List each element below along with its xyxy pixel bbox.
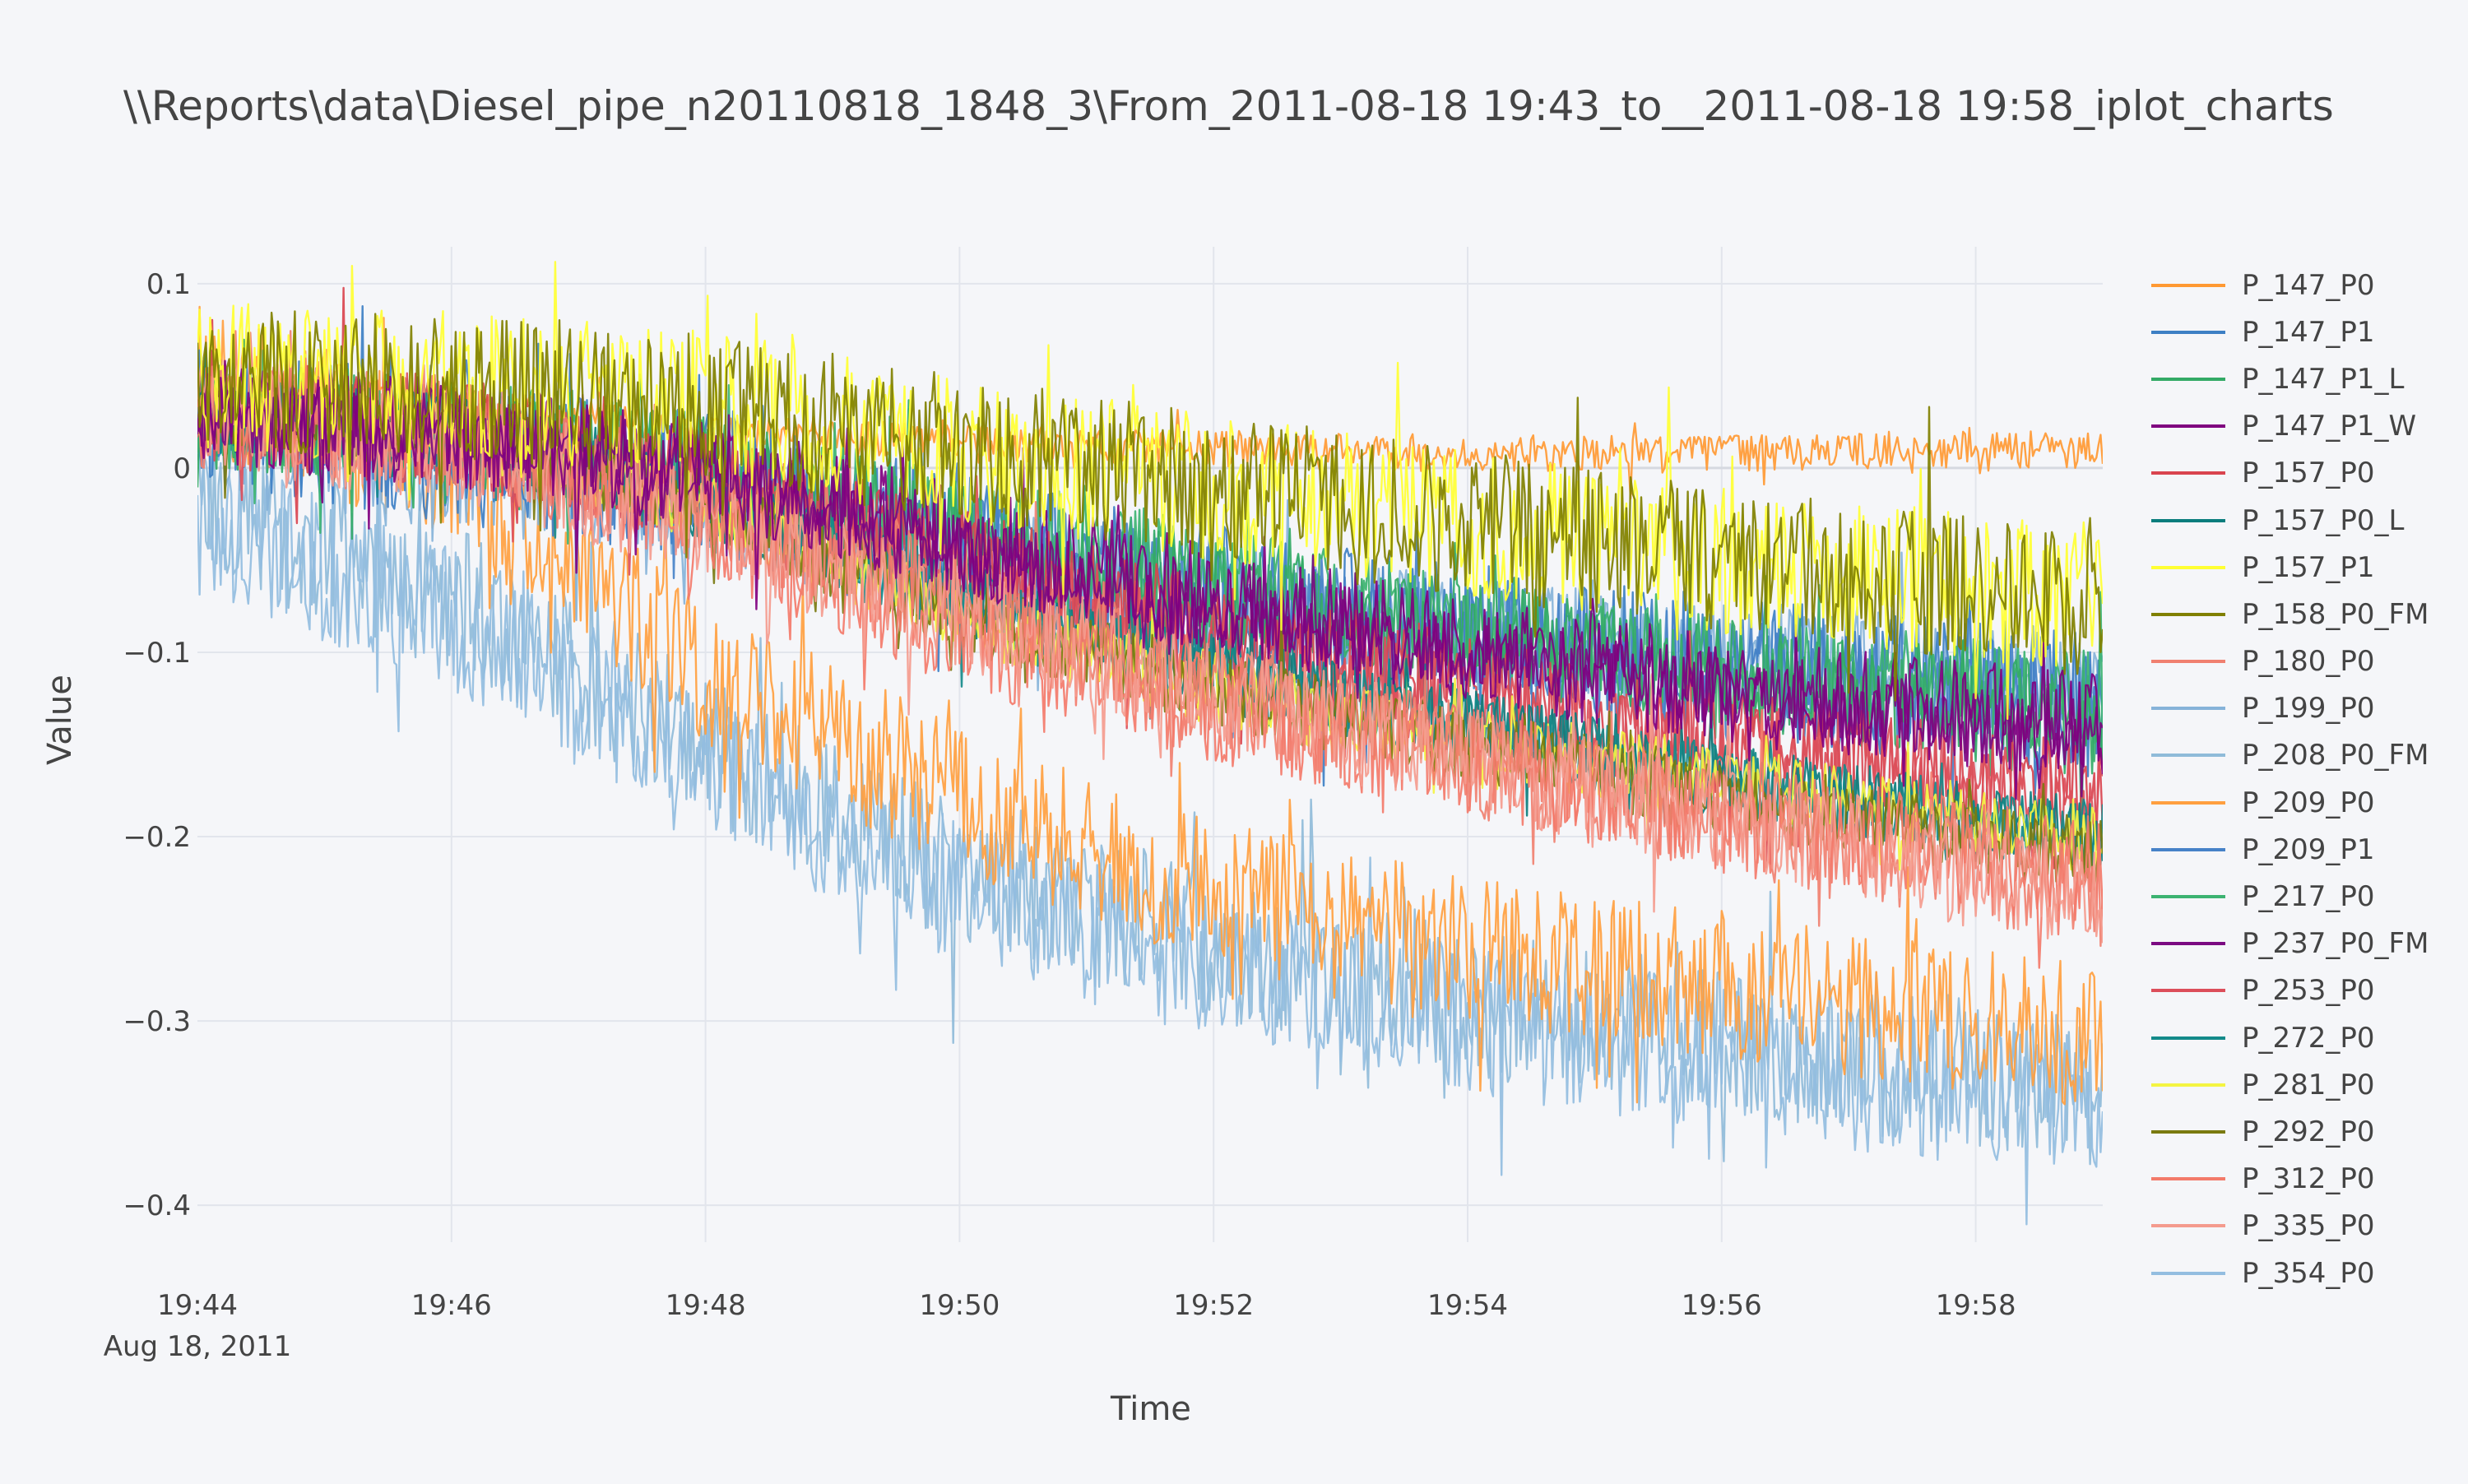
legend-label: P_157_P0 xyxy=(2242,457,2375,490)
legend-item[interactable]: P_208_P0_FM xyxy=(2151,732,2429,779)
legend-label: P_281_P0 xyxy=(2242,1068,2375,1101)
legend-swatch xyxy=(2151,377,2225,381)
chart-title: \\Reports\data\Diesel_pipe_n20110818_184… xyxy=(123,82,2334,130)
legend-item[interactable]: P_292_P0 xyxy=(2151,1108,2429,1155)
legend-label: P_253_P0 xyxy=(2242,974,2375,1008)
legend-swatch xyxy=(2151,1271,2225,1275)
legend-swatch xyxy=(2151,518,2225,522)
legend-swatch xyxy=(2151,1036,2225,1040)
x-tick-sublabel: Aug 18, 2011 xyxy=(104,1330,292,1363)
legend-swatch xyxy=(2151,942,2225,946)
legend-label: P_237_P0_FM xyxy=(2242,927,2429,961)
legend-swatch xyxy=(2151,330,2225,334)
legend-item[interactable]: P_147_P1 xyxy=(2151,308,2429,355)
legend-item[interactable]: P_237_P0_FM xyxy=(2151,921,2429,967)
y-tick-label: −0.2 xyxy=(123,821,191,854)
legend-swatch xyxy=(2151,989,2225,993)
series-line-P_354_P0 xyxy=(197,424,2103,1226)
x-tick-label: 19:48 xyxy=(666,1289,746,1322)
x-tick-label: 19:58 xyxy=(1936,1289,2016,1322)
legend-label: P_272_P0 xyxy=(2242,1021,2375,1055)
legend-item[interactable]: P_253_P0 xyxy=(2151,967,2429,1014)
legend-swatch xyxy=(2151,1224,2225,1228)
legend-item[interactable]: P_147_P0 xyxy=(2151,262,2429,308)
legend-label: P_209_P1 xyxy=(2242,832,2375,866)
legend-item[interactable]: P_147_P1_L xyxy=(2151,355,2429,402)
legend-item[interactable]: P_281_P0 xyxy=(2151,1061,2429,1108)
legend-label: P_335_P0 xyxy=(2242,1209,2375,1243)
y-tick-label: 0 xyxy=(173,452,191,485)
series-line-P_158_P0_FM xyxy=(197,310,2103,702)
legend-swatch xyxy=(2151,471,2225,475)
legend-item[interactable]: P_312_P0 xyxy=(2151,1156,2429,1203)
legend-item[interactable]: P_217_P0 xyxy=(2151,873,2429,920)
legend-label: P_147_P1_L xyxy=(2242,362,2405,396)
legend-label: P_208_P0_FM xyxy=(2242,739,2429,772)
legend-swatch xyxy=(2151,754,2225,758)
legend-item[interactable]: P_354_P0 xyxy=(2151,1250,2429,1296)
x-tick-label: 19:52 xyxy=(1173,1289,1254,1322)
legend-swatch xyxy=(2151,565,2225,569)
legend-label: P_209_P0 xyxy=(2242,786,2375,819)
legend-item[interactable]: P_199_P0 xyxy=(2151,685,2429,732)
legend-swatch xyxy=(2151,800,2225,805)
legend-label: P_354_P0 xyxy=(2242,1256,2375,1290)
legend-item[interactable]: P_180_P0 xyxy=(2151,638,2429,685)
legend-item[interactable]: P_147_P1_W xyxy=(2151,403,2429,450)
x-tick-label: 19:56 xyxy=(1682,1289,1762,1322)
y-axis-title: Value xyxy=(41,675,79,765)
legend-swatch xyxy=(2151,1083,2225,1087)
legend-label: P_180_P0 xyxy=(2242,645,2375,679)
legend-swatch xyxy=(2151,660,2225,664)
legend-label: P_312_P0 xyxy=(2242,1162,2375,1196)
legend-swatch xyxy=(2151,1129,2225,1134)
legend-label: P_147_P1_W xyxy=(2242,410,2417,443)
legend-item[interactable]: P_157_P0_L xyxy=(2151,497,2429,544)
x-tick-label: 19:44 xyxy=(157,1289,238,1322)
legend-item[interactable]: P_158_P0_FM xyxy=(2151,591,2429,638)
legend-swatch xyxy=(2151,283,2225,287)
legend-label: P_147_P0 xyxy=(2242,268,2375,302)
legend-item[interactable]: P_209_P1 xyxy=(2151,826,2429,873)
series-line-P_147_P1_W xyxy=(197,359,2103,800)
legend-swatch xyxy=(2151,1177,2225,1181)
legend-swatch xyxy=(2151,847,2225,851)
series-group xyxy=(197,261,2103,1226)
x-axis-title: Time xyxy=(1111,1390,1191,1428)
legend-swatch xyxy=(2151,424,2225,429)
series-line-P_335_P0 xyxy=(197,359,2103,944)
y-tick-label: −0.4 xyxy=(123,1190,191,1222)
legend-label: P_158_P0_FM xyxy=(2242,597,2429,631)
legend-label: P_147_P1 xyxy=(2242,315,2375,349)
x-tick-label: 19:50 xyxy=(919,1289,1000,1322)
legend-label: P_157_P1 xyxy=(2242,550,2375,584)
legend-item[interactable]: P_335_P0 xyxy=(2151,1203,2429,1250)
legend-label: P_217_P0 xyxy=(2242,880,2375,914)
legend-item[interactable]: P_209_P0 xyxy=(2151,779,2429,826)
legend-item[interactable]: P_157_P0 xyxy=(2151,450,2429,497)
legend-item[interactable]: P_272_P0 xyxy=(2151,1014,2429,1061)
y-tick-label: −0.1 xyxy=(123,637,191,670)
series-line-P_237_P0_FM xyxy=(197,379,2103,798)
legend-label: P_199_P0 xyxy=(2242,692,2375,726)
series-line-P_157_P1 xyxy=(197,261,2103,721)
legend-label: P_157_P0_L xyxy=(2242,503,2405,537)
legend[interactable]: P_147_P0 P_147_P1 P_147_P1_L P_147_P1_W P_15… xyxy=(2151,262,2429,1296)
legend-swatch xyxy=(2151,895,2225,899)
legend-label: P_292_P0 xyxy=(2242,1115,2375,1148)
legend-swatch xyxy=(2151,707,2225,711)
y-tick-label: −0.3 xyxy=(123,1005,191,1038)
y-tick-label: 0.1 xyxy=(146,268,191,301)
legend-item[interactable]: P_157_P1 xyxy=(2151,544,2429,591)
x-tick-label: 19:46 xyxy=(411,1289,492,1322)
legend-swatch xyxy=(2151,612,2225,616)
x-tick-label: 19:54 xyxy=(1427,1289,1508,1322)
